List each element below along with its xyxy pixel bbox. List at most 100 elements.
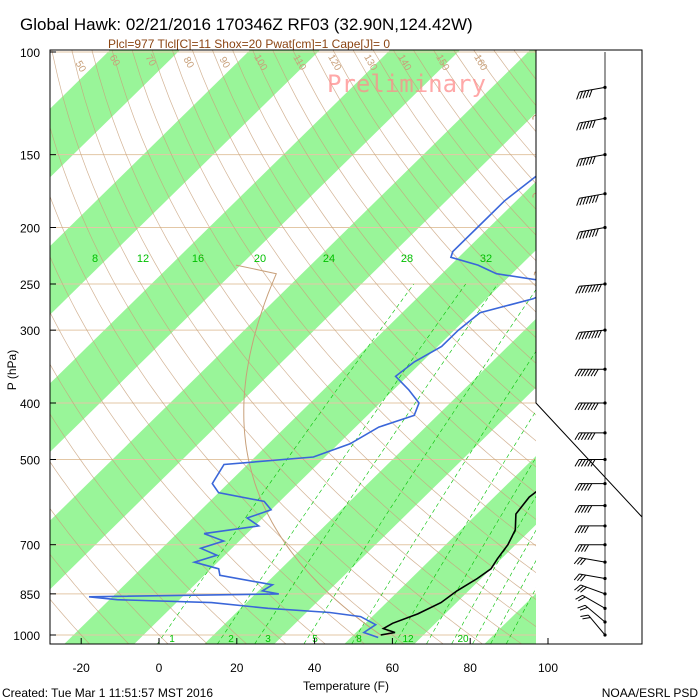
mixing-ratio-line [217,283,466,644]
mixing-ratio-label: 5 [312,634,318,645]
dry-adiabat [91,50,562,644]
x-axis-label: Temperature (F) [303,679,389,693]
wind-barb-dot [603,504,607,508]
dry-adiabat [50,598,91,644]
wind-barb-dot [603,576,607,581]
wind-barb-feather [590,432,596,441]
wind-barb-staff [579,329,606,333]
wind-barb-feather [582,90,587,99]
wind-barb-feather [588,156,593,165]
dry-adiabat [50,126,444,644]
wind-barb-feather [585,90,590,98]
dry-adiabat [50,255,366,644]
wind-barb-feather [595,194,599,203]
y-tick-label: 250 [20,278,40,292]
wind-barb-feather [591,229,596,237]
wind-barb-dot [603,367,607,371]
wind-barb-staff [582,594,606,609]
wind-barb-feather [593,368,599,377]
wind-barb-feather [575,286,580,294]
wind-barb-feather [574,483,580,491]
y-axis-label: P (hPa) [5,350,19,390]
wind-barb-feather [587,368,593,377]
wind-barb-feather [584,459,590,467]
wind-barb-feather [579,197,584,206]
dry-adiabat [332,50,642,404]
y-tick-label: 400 [20,397,40,411]
mixing-ratio-label: 12 [402,634,414,645]
wind-barb-feather [594,284,599,293]
wind-barb-feather [584,331,590,340]
wind-column-boundary [535,50,643,518]
theta-label: 90 [217,55,232,71]
y-tick-label: 300 [20,324,40,338]
wind-barb-dot [603,633,607,637]
wind-barb-dot [603,524,607,528]
dry-adiabat [50,311,326,644]
wind-barb-feather [595,228,599,237]
credit-label: NOAA/ESRL PSD [602,686,699,700]
theta-label: 70 [143,53,158,69]
wind-barb-dot [603,620,607,624]
x-tick-label: -20 [73,661,91,675]
wind-barb-feather [574,544,580,552]
wind-barb-feather [573,573,580,581]
wind-barb-feather [575,332,580,340]
dry-adiabat [50,195,405,644]
wind-barb-dot [603,482,607,486]
wind-barb-feather [582,196,587,205]
theta-label: 80 [181,55,196,71]
wind-barb-staff [579,227,606,233]
mixing-ratio-label: 3 [265,634,271,645]
mixing-ratio-label: 28 [401,253,413,265]
wind-barb-feather [590,459,596,467]
mixing-ratio-line [426,286,642,644]
wind-barb-feather [588,120,593,129]
wind-barb-feather [576,231,580,240]
dry-adiabat [352,50,642,381]
wind-barb-feather [574,432,580,441]
wind-barb-feather [582,617,591,620]
wind-barb-dot [603,457,607,462]
mixing-ratio-line [254,283,498,644]
isotherm-band [50,50,601,590]
wind-barb-feather [597,284,602,292]
wind-barb-feather [577,459,583,467]
wind-barb-feather [579,231,584,240]
dry-adiabat [171,50,642,596]
wind-barb-feather [584,525,590,534]
y-tick-label: 100 [20,46,40,60]
dry-adiabat-lines [50,50,642,644]
dry-adiabat [50,507,169,644]
wind-barb-feather [582,157,587,166]
wind-barb-feather [576,159,580,167]
wind-barb-dot [603,401,607,405]
wind-barb-feather [588,229,593,238]
wind-barb-feather [585,196,590,205]
wind-barb-feather [580,525,586,534]
preliminary-watermark: Preliminary [327,70,486,98]
wind-barb-feather [577,505,583,513]
wind-barb-feather [577,483,583,491]
wind-barb-feather [588,331,593,339]
wind-barb-feather [585,230,590,239]
wind-barb-feather [574,505,580,513]
wind-barb-dot [603,153,607,157]
wind-barb-feather [577,557,583,565]
wind-barb-dot [603,282,607,286]
y-tick-label: 150 [20,149,40,163]
mixing-ratio-label: 32 [480,253,492,265]
theta-labels: 50 60 70 80 90 100 110 120 130 140 150 160 [73,53,490,75]
wind-barb-feather [584,402,590,411]
wind-barb-staff [587,614,606,636]
isotherm-band [50,50,461,453]
wind-barb-feather [588,284,593,293]
wind-barb-feather [585,157,590,166]
y-tick-label: 850 [20,588,40,602]
wind-barb-staff [579,193,606,199]
wind-column-background [536,50,642,644]
wind-barb-feather [574,368,580,377]
dry-adiabat [50,553,130,644]
wind-barb-feather [577,604,586,609]
wind-barb-feather [587,432,593,441]
